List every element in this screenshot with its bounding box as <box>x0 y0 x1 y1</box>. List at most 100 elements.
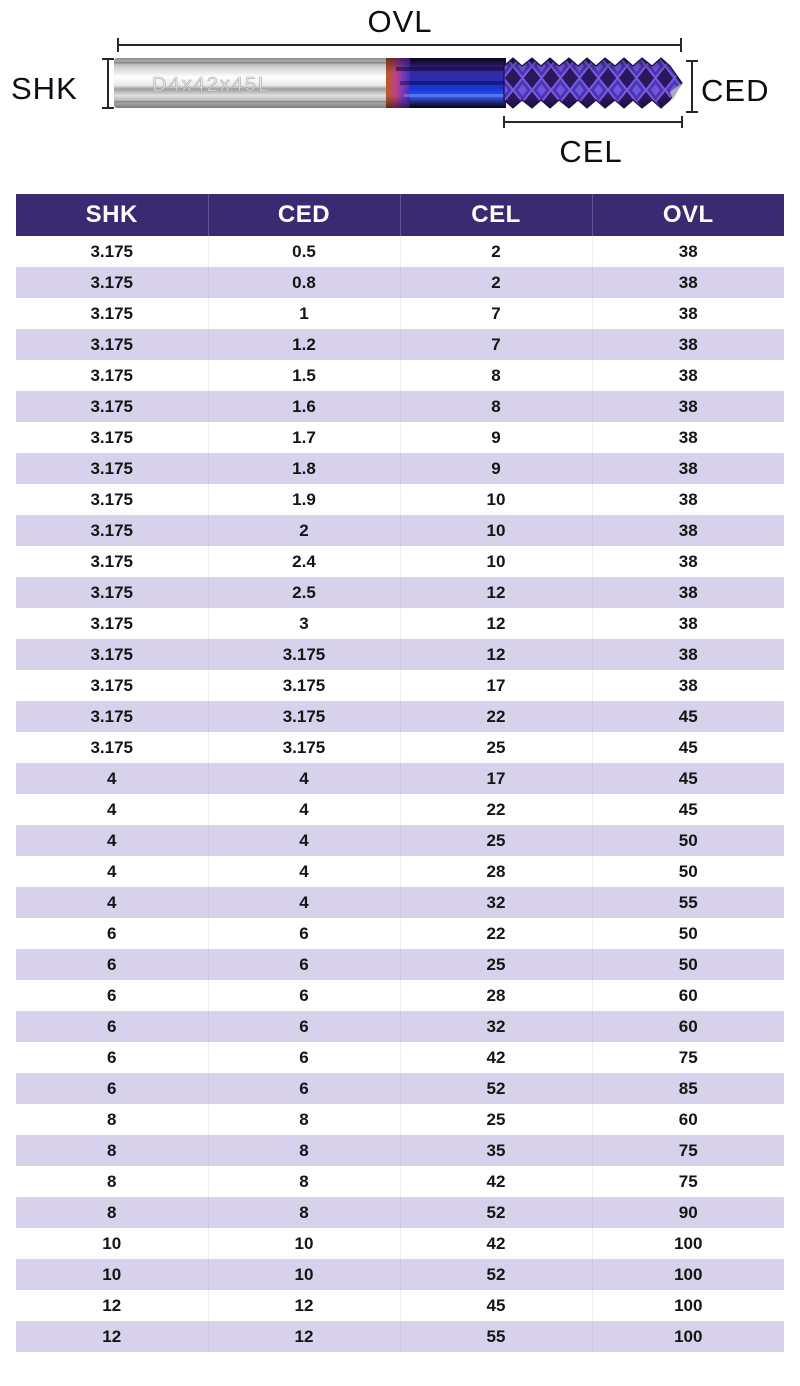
table-row: 3.175 3.175 12 38 <box>16 639 784 670</box>
table-cell: 60 <box>592 1104 784 1135</box>
table-cell: 3.175 <box>16 639 209 670</box>
table-cell: 1.9 <box>208 484 401 515</box>
table-row: 6 6 32 60 <box>16 1011 784 1042</box>
table-cell: 8 <box>16 1197 209 1228</box>
table-cell: 8 <box>208 1197 401 1228</box>
table-cell: 4 <box>16 887 209 918</box>
table-cell: 50 <box>592 856 784 887</box>
table-cell: 55 <box>400 1321 593 1352</box>
table-cell: 25 <box>400 949 593 980</box>
table-row: 3.175 3.175 22 45 <box>16 701 784 732</box>
table-cell: 8 <box>208 1135 401 1166</box>
dimension-diagram: OVL SHK CED CEL <box>0 0 800 196</box>
table-cell: 100 <box>592 1290 784 1321</box>
table-cell: 3.175 <box>16 608 209 639</box>
table-cell: 4 <box>16 763 209 794</box>
table-cell: 12 <box>400 608 593 639</box>
table-cell: 3.175 <box>208 670 401 701</box>
table-row: 12 12 45 100 <box>16 1290 784 1321</box>
table-cell: 8 <box>208 1166 401 1197</box>
table-cell: 85 <box>592 1073 784 1104</box>
table-cell: 2 <box>208 515 401 546</box>
table-cell: 60 <box>592 1011 784 1042</box>
ced-dimension-line <box>686 60 698 113</box>
table-cell: 6 <box>16 1011 209 1042</box>
table-cell: 12 <box>208 1321 401 1352</box>
table-cell: 3.175 <box>16 360 209 391</box>
table-cell: 38 <box>592 639 784 670</box>
engraving-text: D4x42x45L <box>152 74 271 96</box>
table-cell: 38 <box>592 546 784 577</box>
table-cell: 12 <box>208 1290 401 1321</box>
table-cell: 6 <box>208 949 401 980</box>
table-cell: 8 <box>16 1104 209 1135</box>
table-cell: 6 <box>208 918 401 949</box>
table-cell: 42 <box>400 1228 593 1259</box>
table-cell: 25 <box>400 825 593 856</box>
table-row: 3.175 2.5 12 38 <box>16 577 784 608</box>
table-cell: 1.5 <box>208 360 401 391</box>
table-cell: 6 <box>208 1042 401 1073</box>
table-row: 4 4 25 50 <box>16 825 784 856</box>
table-cell: 60 <box>592 980 784 1011</box>
cel-label: CEL <box>559 134 623 169</box>
table-cell: 9 <box>400 422 593 453</box>
table-cell: 38 <box>592 329 784 360</box>
table-cell: 52 <box>400 1197 593 1228</box>
table-cell: 4 <box>208 887 401 918</box>
table-cell: 38 <box>592 577 784 608</box>
table-cell: 8 <box>16 1166 209 1197</box>
table-row: 8 8 52 90 <box>16 1197 784 1228</box>
table-cell: 17 <box>400 763 593 794</box>
table-row: 3.175 3 12 38 <box>16 608 784 639</box>
table-cell: 10 <box>16 1228 209 1259</box>
table-cell: 2 <box>400 236 593 267</box>
table-row: 10 10 52 100 <box>16 1259 784 1290</box>
table-cell: 42 <box>400 1166 593 1197</box>
table-row: 3.175 2 10 38 <box>16 515 784 546</box>
table-cell: 38 <box>592 298 784 329</box>
table-cell: 38 <box>592 360 784 391</box>
table-cell: 10 <box>208 1259 401 1290</box>
ovl-dimension-line <box>117 38 682 52</box>
table-cell: 3.175 <box>16 484 209 515</box>
table-cell: 1.8 <box>208 453 401 484</box>
table-cell: 6 <box>16 1042 209 1073</box>
table-cell: 22 <box>400 794 593 825</box>
table-cell: 3 <box>208 608 401 639</box>
table-cell: 45 <box>592 701 784 732</box>
table-row: 6 6 25 50 <box>16 949 784 980</box>
table-cell: 32 <box>400 887 593 918</box>
table-cell: 2.4 <box>208 546 401 577</box>
table-cell: 3.175 <box>16 670 209 701</box>
table-row: 10 10 42 100 <box>16 1228 784 1259</box>
table-cell: 52 <box>400 1259 593 1290</box>
table-row: 3.175 2.4 10 38 <box>16 546 784 577</box>
table-row: 3.175 1.8 9 38 <box>16 453 784 484</box>
table-cell: 45 <box>400 1290 593 1321</box>
table-cell: 3.175 <box>16 329 209 360</box>
table-cell: 3.175 <box>208 732 401 763</box>
table-cell: 3.175 <box>16 236 209 267</box>
column-header-ced: CED <box>208 194 401 236</box>
table-cell: 45 <box>592 763 784 794</box>
table-row: 6 6 42 75 <box>16 1042 784 1073</box>
table-cell: 1 <box>208 298 401 329</box>
table-cell: 3.175 <box>16 577 209 608</box>
table-cell: 100 <box>592 1259 784 1290</box>
shk-dimension-line <box>102 58 114 109</box>
table-cell: 2.5 <box>208 577 401 608</box>
end-mill-image: D4x42x45L <box>114 57 683 109</box>
table-cell: 2 <box>400 267 593 298</box>
table-cell: 8 <box>16 1135 209 1166</box>
spec-table: SHK CED CEL OVL 3.175 0.5 2 38 3.175 0.8 2 38 3.… <box>16 194 784 1352</box>
table-cell: 50 <box>592 949 784 980</box>
table-cell: 4 <box>208 825 401 856</box>
table-cell: 4 <box>208 794 401 825</box>
table-cell: 12 <box>16 1321 209 1352</box>
table-cell: 45 <box>592 732 784 763</box>
table-cell: 3.175 <box>16 701 209 732</box>
table-cell: 12 <box>400 577 593 608</box>
table-row: 3.175 1.2 7 38 <box>16 329 784 360</box>
table-cell: 4 <box>16 825 209 856</box>
